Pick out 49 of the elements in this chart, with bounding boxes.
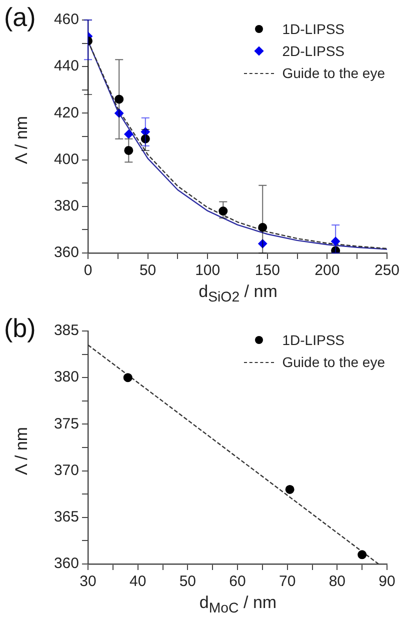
legend-label: 1D-LIPSS [282, 21, 344, 37]
x-tick-label: 50 [179, 573, 196, 590]
y-tick-label: 420 [54, 104, 79, 122]
point [124, 146, 134, 155]
y-tick-label: 440 [54, 58, 79, 75]
x-tick-label: 250 [374, 262, 400, 280]
point [285, 484, 294, 494]
x-tick-label: 80 [328, 573, 346, 590]
y-tick-label: 375 [54, 415, 79, 432]
y-axis-title: Λ / nm [12, 426, 32, 478]
x-tick-label: 60 [229, 573, 246, 590]
point [114, 108, 124, 118]
x-tick-label: 50 [139, 262, 156, 280]
legend-label: 1D-LIPSS [282, 332, 344, 348]
point [123, 373, 132, 382]
point [258, 239, 268, 248]
chart-title: (b) [4, 313, 36, 344]
y-tick-label: 370 [54, 462, 79, 479]
y-tick-label: 360 [54, 555, 79, 572]
point [358, 550, 367, 560]
y-tick-label: 400 [54, 150, 79, 168]
y-tick-label: 360 [54, 244, 79, 262]
x-axis-title: d$_{SiO2}$ / nm [198, 282, 278, 305]
x-axis-title: d$_{MoC}$ / nm [198, 592, 278, 616]
x-tick-label: 90 [378, 573, 396, 590]
point [114, 94, 124, 104]
legend-label: Guide to the eye [282, 65, 385, 81]
y-tick-label: 365 [54, 508, 79, 526]
x-tick-label: 30 [80, 573, 96, 590]
x-tick-label: 100 [195, 262, 220, 280]
x-tick-label: 40 [129, 573, 146, 590]
point [331, 236, 340, 246]
y-tick-label: 460 [54, 11, 79, 28]
y-axis-title: Λ / nm [12, 114, 32, 166]
y-tick-label: 385 [54, 322, 79, 340]
x-tick-label: 150 [254, 262, 280, 280]
point [258, 222, 268, 232]
point [124, 130, 134, 139]
x-tick-label: 200 [314, 262, 340, 280]
x-tick-label: 0 [84, 262, 92, 280]
point [140, 134, 150, 144]
y-tick-label: 380 [54, 368, 79, 386]
x-tick-label: 70 [278, 573, 296, 590]
legend-label: Guide to the eye [282, 354, 385, 370]
point [218, 206, 228, 216]
point [331, 246, 340, 253]
y-tick-label: 380 [54, 198, 79, 215]
chart-title: (a) [4, 2, 36, 33]
legend-label: 2D-LIPSS [282, 43, 344, 59]
